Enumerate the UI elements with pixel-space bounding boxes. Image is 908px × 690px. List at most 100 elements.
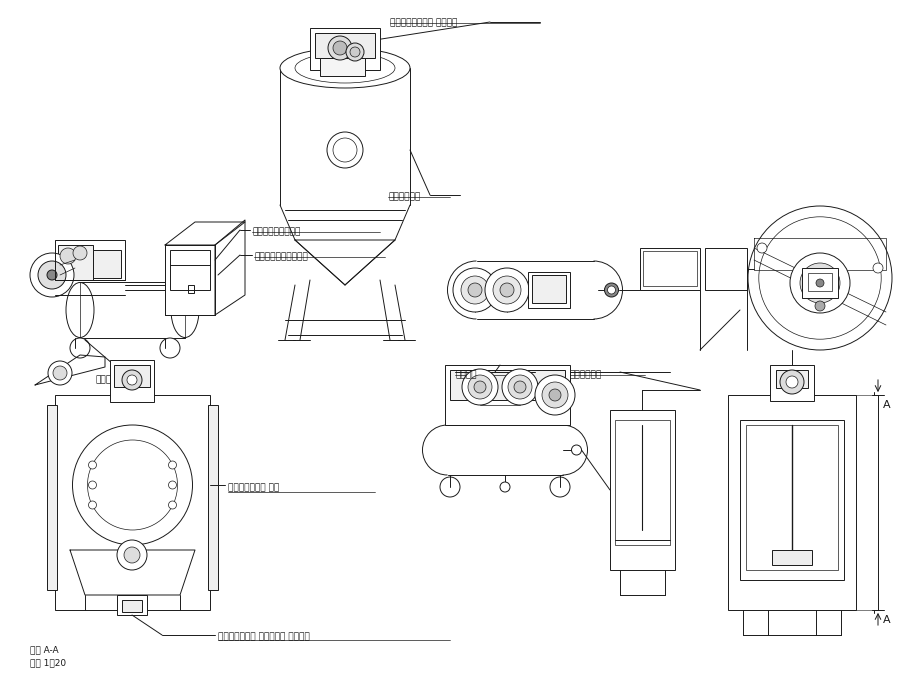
- Circle shape: [800, 263, 840, 303]
- Circle shape: [453, 268, 497, 312]
- Circle shape: [605, 283, 618, 297]
- Bar: [310, 28, 380, 70]
- Circle shape: [502, 369, 538, 405]
- Bar: [315, 33, 375, 58]
- Circle shape: [786, 376, 798, 388]
- Text: 거품제거기콘트롤러: 거품제거기콘트롤러: [252, 227, 301, 236]
- Bar: [746, 425, 838, 570]
- Text: 마그네튱조인트 회전자모터 인버터용: 마그네튱조인트 회전자모터 인버터용: [218, 632, 310, 641]
- Circle shape: [169, 501, 176, 509]
- Circle shape: [550, 477, 570, 497]
- Bar: [808, 273, 832, 291]
- Circle shape: [30, 253, 74, 297]
- Text: 에어공급라인: 에어공급라인: [570, 370, 602, 379]
- Bar: [114, 365, 150, 387]
- Circle shape: [474, 381, 486, 393]
- Text: A: A: [883, 400, 891, 410]
- Circle shape: [780, 370, 804, 394]
- Circle shape: [461, 276, 489, 304]
- Circle shape: [48, 361, 72, 385]
- Bar: [208, 405, 218, 590]
- Bar: [772, 550, 812, 565]
- Circle shape: [73, 246, 87, 260]
- Circle shape: [328, 36, 352, 60]
- Circle shape: [88, 501, 96, 509]
- Circle shape: [508, 375, 532, 399]
- Bar: [643, 251, 697, 286]
- Circle shape: [88, 461, 96, 469]
- Bar: [640, 248, 700, 290]
- Circle shape: [790, 253, 850, 313]
- Circle shape: [815, 301, 825, 311]
- Circle shape: [571, 445, 581, 455]
- Circle shape: [607, 286, 616, 294]
- Circle shape: [514, 381, 526, 393]
- Circle shape: [47, 270, 57, 280]
- Bar: [170, 250, 210, 290]
- Circle shape: [468, 375, 492, 399]
- Bar: [165, 245, 215, 315]
- Bar: [770, 365, 814, 401]
- Circle shape: [542, 382, 568, 408]
- Circle shape: [816, 279, 824, 287]
- Circle shape: [500, 482, 510, 492]
- Text: 미생물발효기: 미생물발효기: [388, 192, 420, 201]
- Text: 에어필터: 에어필터: [455, 370, 477, 379]
- Bar: [58, 245, 93, 280]
- Circle shape: [327, 132, 363, 168]
- Circle shape: [493, 276, 521, 304]
- Circle shape: [38, 261, 66, 289]
- Bar: [320, 58, 365, 76]
- Bar: [47, 405, 57, 590]
- Circle shape: [160, 338, 180, 358]
- Circle shape: [549, 389, 561, 401]
- Bar: [802, 268, 838, 298]
- Bar: [55, 395, 210, 610]
- Text: 콜프레셔: 콜프레셔: [95, 375, 116, 384]
- Circle shape: [53, 366, 67, 380]
- Bar: [188, 285, 194, 293]
- Circle shape: [169, 461, 176, 469]
- Circle shape: [350, 47, 360, 57]
- Bar: [528, 272, 570, 308]
- Text: A: A: [883, 615, 891, 625]
- Bar: [110, 360, 154, 402]
- Ellipse shape: [280, 48, 410, 88]
- Circle shape: [333, 41, 347, 55]
- Circle shape: [73, 425, 192, 545]
- Circle shape: [440, 477, 460, 497]
- Bar: [122, 600, 142, 612]
- Text: 미생물발효기콘트롤러: 미생물발효기콘트롤러: [254, 252, 308, 261]
- Bar: [117, 595, 147, 615]
- Circle shape: [124, 547, 140, 563]
- Circle shape: [60, 248, 76, 264]
- Circle shape: [500, 283, 514, 297]
- Circle shape: [346, 43, 364, 61]
- Bar: [610, 410, 675, 570]
- Bar: [532, 275, 566, 303]
- Circle shape: [70, 338, 90, 358]
- Ellipse shape: [171, 282, 199, 337]
- Bar: [728, 395, 856, 610]
- Circle shape: [485, 268, 529, 312]
- Bar: [445, 365, 570, 425]
- Circle shape: [810, 273, 830, 293]
- Circle shape: [88, 481, 96, 489]
- Circle shape: [757, 243, 767, 253]
- Bar: [615, 420, 670, 545]
- Text: 단면 A-A: 단면 A-A: [30, 645, 59, 654]
- Bar: [55, 240, 125, 280]
- Circle shape: [468, 283, 482, 297]
- Bar: [93, 250, 121, 278]
- Circle shape: [122, 370, 142, 390]
- Bar: [705, 248, 747, 290]
- Circle shape: [117, 540, 147, 570]
- Circle shape: [462, 369, 498, 405]
- Circle shape: [127, 375, 137, 385]
- Text: 축첡 1：20: 축첡 1：20: [30, 658, 66, 667]
- Text: 거품제거노즐및 장치: 거품제거노즐및 장치: [228, 483, 280, 492]
- Bar: [450, 370, 565, 400]
- Circle shape: [873, 263, 883, 273]
- Bar: [740, 420, 844, 580]
- Ellipse shape: [66, 282, 94, 337]
